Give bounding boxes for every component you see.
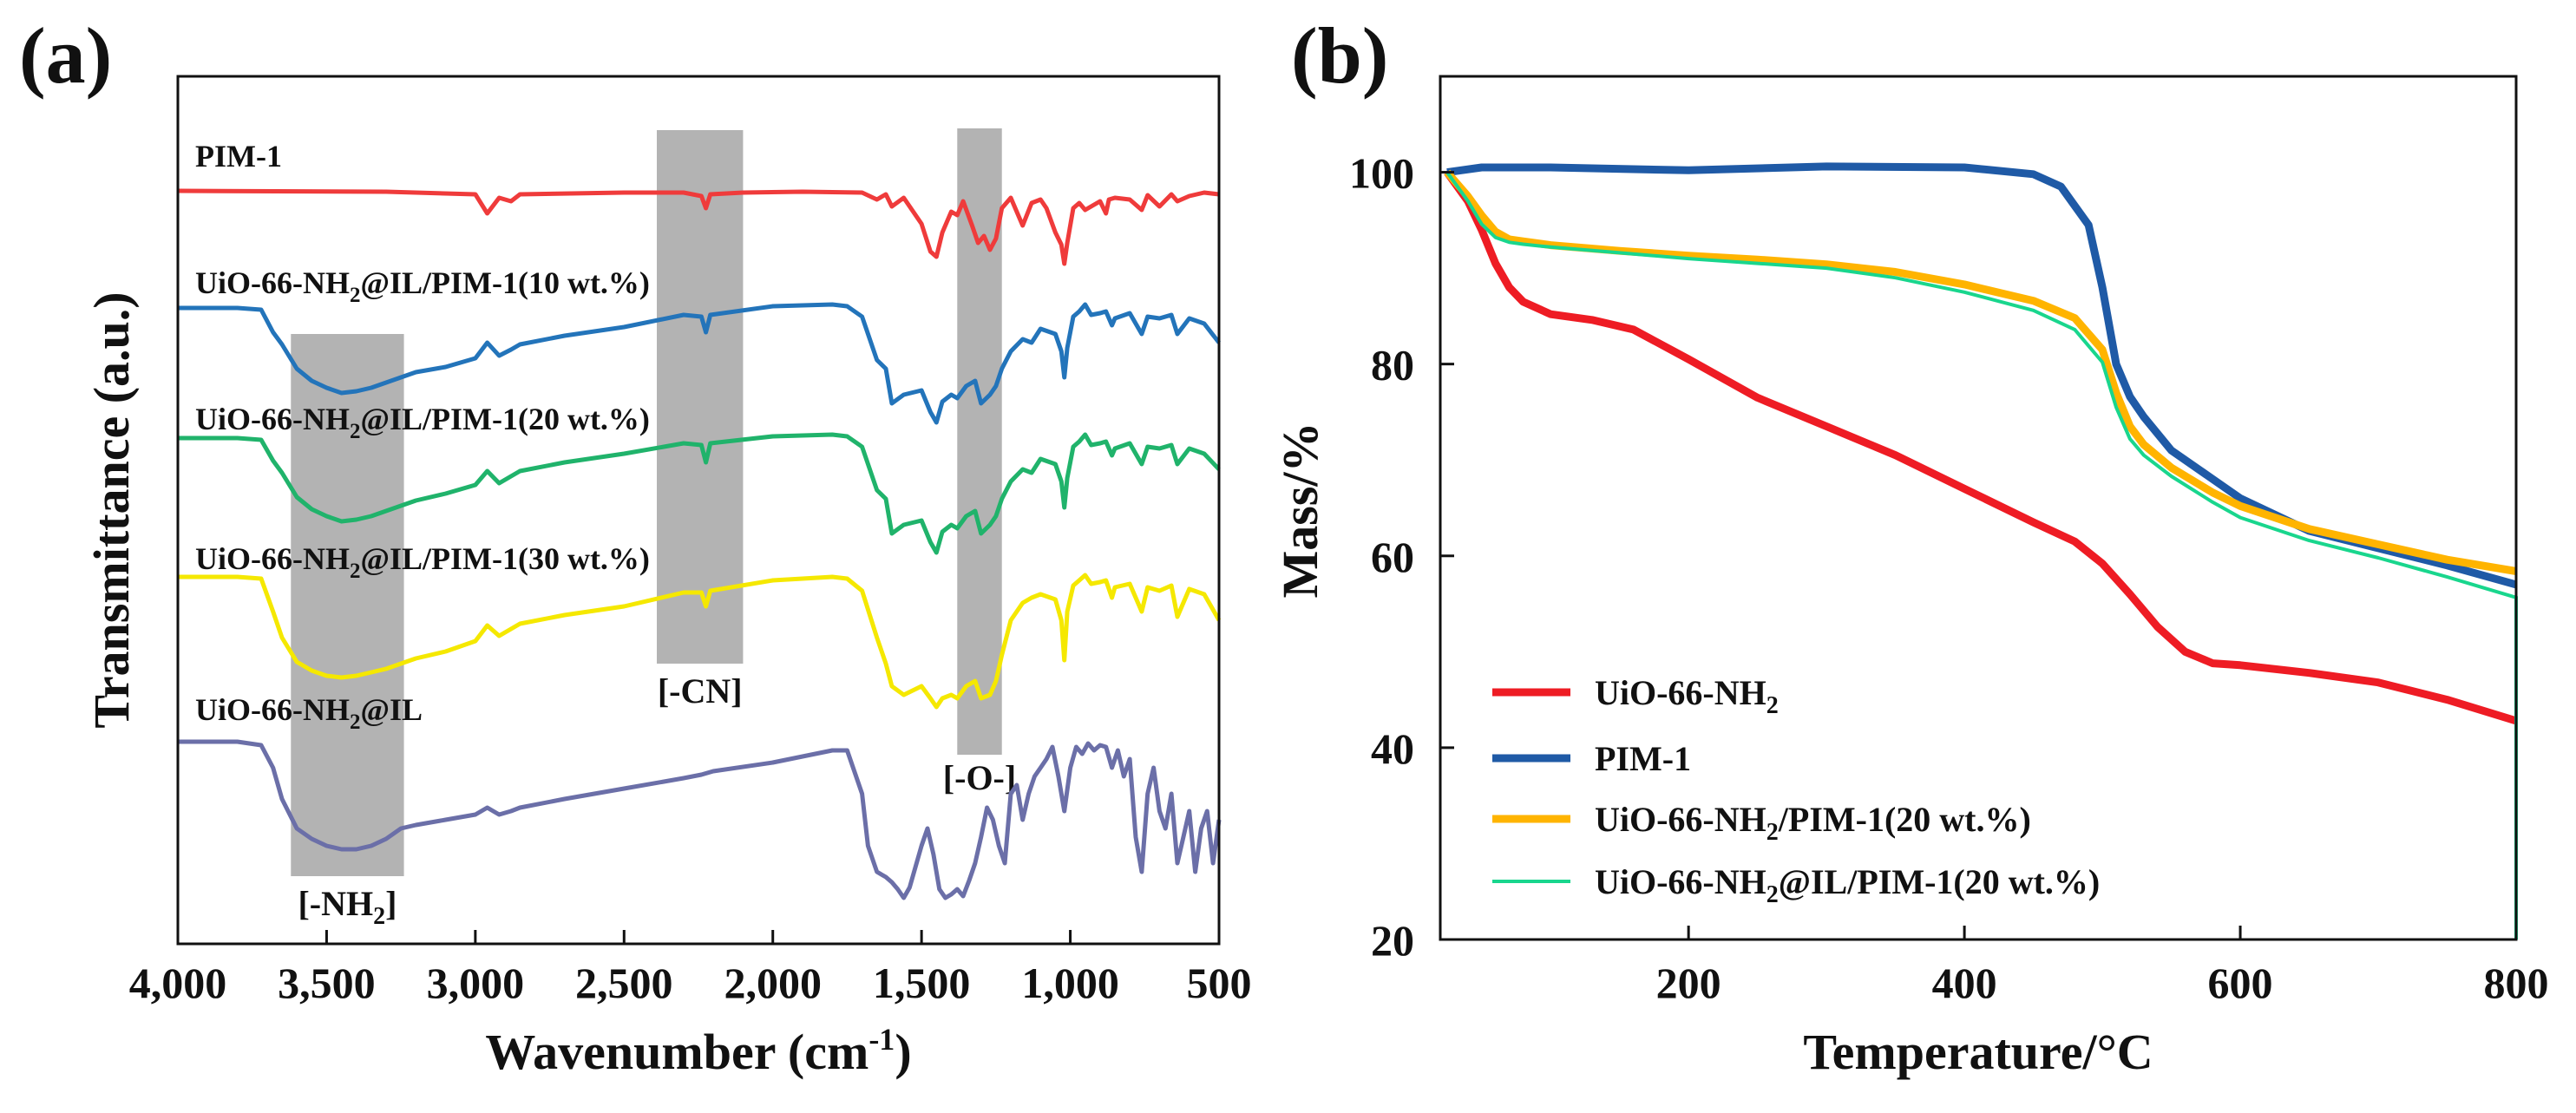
y-tick-label-b: 40 [1371,724,1414,773]
tga-curve-4 [1445,171,2518,940]
x-tick-label-b: 600 [2208,959,2273,1007]
ftir-curve-4 [178,573,1222,710]
band-label-1: [-NH2] [298,884,397,930]
panel-b-tga-chart: (b) 200 400 600 800 20 40 60 80 100 UiO-66-NH2 PI… [1272,11,2549,1080]
y-tick-label-b: 100 [1349,149,1414,198]
band-3 [957,128,1002,755]
y-axis-title-a: Transmittance (a.u.) [83,291,140,728]
x-tick-label-a: 1,000 [1021,959,1119,1007]
plot-frame-b [1439,75,2518,941]
y-tick-label-b: 60 [1371,533,1414,581]
panel-a-label: (a) [19,11,112,100]
y-tick-label-b: 80 [1371,341,1414,390]
ftir-curve-2 [178,302,1221,425]
ftir-curve-5 [178,739,1222,900]
x-axis-title-a: Wavenumber (cm-1) [485,1022,911,1080]
axis-ticks-b: 200 400 600 800 20 40 60 80 100 [1349,149,2549,1007]
tga-curve-1 [1444,169,2518,725]
x-tick-label-b: 800 [2484,959,2549,1007]
ftir-curve-label-1: PIM-1 [195,139,282,173]
y-tick-label-b: 20 [1371,916,1414,965]
legend: UiO-66-NH2 PIM-1 UiO-66-NH2/PIM-1(20 wt.%)… [1492,673,2100,908]
legend-label-4: UiO-66-NH2@IL/PIM-1(20 wt.%) [1595,862,2100,908]
band-label-2: [-CN] [658,671,743,710]
x-tick-label-a: 3,500 [278,959,376,1007]
x-tick-label-a: 3,000 [427,959,525,1007]
tga-curve-2 [1446,162,2518,589]
x-tick-label-a: 2,000 [724,959,822,1007]
band-1 [291,334,404,876]
x-tick-label-b: 200 [1656,959,1721,1007]
band-2 [657,130,744,664]
x-tick-label-a: 2,500 [575,959,673,1007]
ftir-curve-label-4: UiO-66-NH2@IL/PIM-1(30 wt.%) [195,541,650,583]
x-tick-label-a: 4,000 [129,959,227,1007]
band-label-3: [-O-] [943,758,1016,797]
legend-label-1: UiO-66-NH2 [1595,673,1779,719]
ftir-curves [177,188,1222,900]
ftir-curve-label-3: UiO-66-NH2@IL/PIM-1(20 wt.%) [195,402,650,443]
tga-curve-3 [1444,169,2517,575]
panel-a-ftir-chart: (a) [-NH2] [-CN] [-O-] PIM-1 UiO-66-NH2@IL/… [19,11,1252,1080]
ftir-curve-label-2: UiO-66-NH2@IL/PIM-1(10 wt.%) [195,265,650,307]
legend-label-3: UiO-66-NH2/PIM-1(20 wt.%) [1595,800,2031,846]
ftir-curve-3 [178,432,1221,555]
ftir-curve-labels: PIM-1 UiO-66-NH2@IL/PIM-1(10 wt.%) UiO-66-… [195,139,650,734]
tga-curves [1444,162,2518,940]
x-tick-label-a: 500 [1187,959,1252,1007]
absorption-bands: [-NH2] [-CN] [-O-] [291,128,1016,930]
x-axis-ticks-a: 4,000 3,500 3,000 2,500 2,000 1,500 1,000 500 [129,930,1252,1007]
y-axis-title-b: Mass/% [1272,422,1328,599]
legend-label-2: PIM-1 [1595,739,1691,778]
ftir-curve-1 [177,188,1220,266]
ftir-curve-label-5: UiO-66-NH2@IL [195,692,423,734]
x-tick-label-b: 400 [1932,959,1997,1007]
plot-frame-a [176,75,1221,946]
x-tick-label-a: 1,500 [873,959,971,1007]
panel-b-label: (b) [1291,11,1388,100]
x-axis-title-b: Temperature/°C [1803,1024,2153,1080]
